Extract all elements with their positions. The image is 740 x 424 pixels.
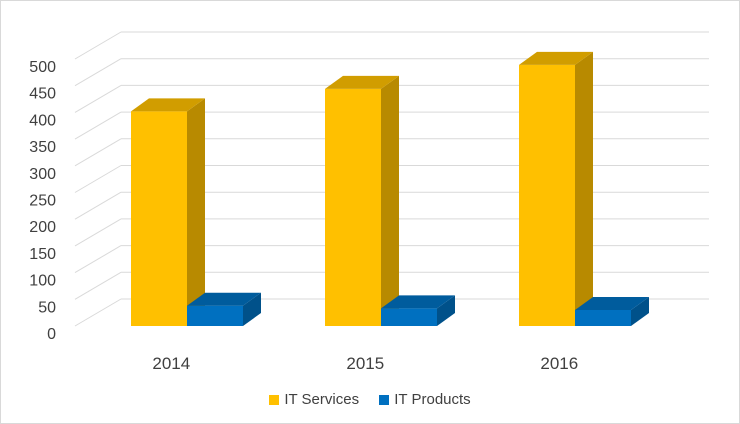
y-tick-label: 200: [29, 219, 56, 236]
bar-side: [187, 98, 205, 326]
legend-item-it-services: IT Services: [269, 391, 359, 408]
bar-top: [381, 295, 455, 309]
bar-side: [243, 292, 261, 326]
x-tick-label: 2014: [152, 354, 190, 373]
gridline-diagonal: [74, 245, 122, 274]
legend-item-it-products: IT Products: [379, 391, 471, 408]
bar-side: [575, 51, 593, 327]
bar-side: [381, 75, 399, 327]
x-tick-label: 2016: [540, 354, 578, 373]
y-tick-label: 150: [29, 246, 56, 263]
gridline-diagonal: [74, 58, 122, 87]
y-tick-label: 500: [29, 59, 56, 76]
bar-top: [187, 292, 261, 306]
gridline-diagonal: [74, 271, 122, 300]
y-tick-label: 50: [38, 299, 56, 316]
gridline-diagonal: [74, 84, 122, 113]
gridline-diagonal: [74, 298, 122, 327]
chart-plot: 0 50 100 150 200 250 300 350 400 450 500 2014 2015 20…: [29, 31, 709, 373]
x-tick-label: 2015: [346, 354, 384, 373]
legend-swatch-it-services: [269, 394, 280, 405]
y-tick-label: 0: [47, 326, 56, 343]
gridline-diagonal: [74, 165, 122, 193]
legend: IT Services IT Products: [1, 391, 739, 409]
bar-top: [575, 296, 649, 310]
bar-top: [325, 75, 399, 89]
gridline-diagonal: [74, 138, 122, 167]
bar-front: [325, 88, 381, 327]
bar-top: [519, 51, 593, 65]
legend-swatch-it-products: [379, 394, 390, 405]
bar-front: [381, 308, 437, 326]
legend-label-it-products: IT Products: [394, 391, 471, 408]
bar-side: [631, 296, 649, 326]
gridline-diagonal: [74, 111, 122, 140]
bar-front: [575, 309, 631, 326]
gridline-diagonal: [74, 191, 122, 220]
y-tick-label: 100: [29, 273, 56, 290]
bar-front: [131, 111, 187, 326]
bar-top: [131, 98, 205, 112]
y-tick-label: 450: [29, 86, 56, 103]
bar-front: [519, 64, 575, 327]
bar-front: [187, 305, 243, 326]
y-tick-label: 300: [29, 166, 56, 183]
gridline-diagonal: [74, 31, 122, 60]
y-tick-label: 350: [29, 139, 56, 156]
legend-label-it-services: IT Services: [284, 391, 360, 408]
gridline-diagonal: [74, 218, 122, 247]
y-tick-label: 400: [29, 112, 56, 129]
y-tick-label: 250: [29, 193, 56, 210]
bar-side: [437, 295, 455, 326]
